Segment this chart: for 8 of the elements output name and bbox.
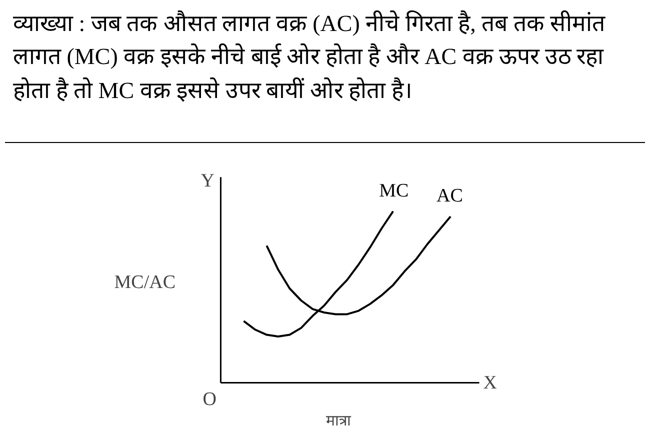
chart-title: व्याख्या : जब तक औसत लागत वक्र (AC) नीचे गिरता है, तब तक सीमांत लागत (MC) वक्र इसके नीचे बाई ओर होता है और AC वक्र ऊपर उठ रहा होता है तो MC वक्र इससे उपर बायीं ओर होता है। (13, 9, 606, 105)
text: Y (200, 170, 215, 192)
series-label: MC (379, 180, 409, 202)
series-label: AC (436, 186, 463, 206)
text: O (202, 388, 216, 410)
text: X (483, 372, 498, 394)
x-axis-title: मात्रा (326, 414, 352, 430)
y-axis-title: MC/AC (114, 272, 176, 293)
